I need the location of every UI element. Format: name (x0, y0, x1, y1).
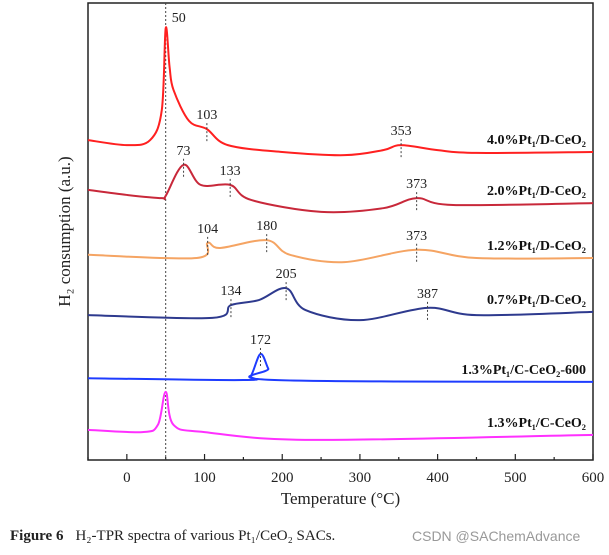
caption-text: H₂-TPR spectra of various Pt₁/CeO₂ SACs. (75, 528, 336, 544)
series-line-4 (87, 352, 594, 383)
x-tick-label: 300 (349, 470, 372, 486)
x-axis-label: Temperature (°C) (281, 489, 400, 508)
peak-label: 103 (196, 108, 217, 123)
x-tick-label: 100 (193, 470, 216, 486)
peak-label: 205 (276, 267, 297, 282)
series-label-3: 0.7%Pt₁/D-CeO₂ (487, 293, 586, 308)
peak-label: 50 (172, 11, 186, 26)
figure-caption: Figure 6 H₂-TPR spectra of various Pt₁/Ce… (10, 528, 335, 545)
series-label-2: 1.2%Pt₁/D-CeO₂ (487, 239, 586, 254)
series-line-0 (87, 26, 594, 157)
watermark: CSDN @SAChemAdvance (412, 528, 581, 544)
caption-label: Figure 6 (10, 528, 64, 544)
peak-label: 373 (406, 177, 427, 192)
peak-label: 133 (220, 164, 241, 179)
x-tick-label: 400 (426, 470, 449, 486)
series-label-4: 1.3%Pt₁/C-CeO₂-600 (461, 363, 586, 378)
peak-label: 172 (250, 333, 271, 348)
series-label-0: 4.0%Pt₁/D-CeO₂ (487, 133, 586, 148)
peak-label: 180 (256, 219, 277, 234)
series-label-1: 2.0%Pt₁/D-CeO₂ (487, 184, 586, 199)
peak-label: 387 (417, 287, 438, 302)
peak-label: 104 (197, 222, 218, 237)
peak-label: 134 (220, 284, 241, 299)
tpr-chart: 0 100 200 300 400 500 600 Temperature (°C) H₂ co… (55, 2, 605, 508)
x-tick-label: 600 (582, 470, 605, 486)
series-line-2 (87, 239, 594, 264)
peak-label: 373 (406, 229, 427, 244)
series-line-1 (87, 163, 594, 214)
series-label-5: 1.3%Pt₁/C-CeO₂ (487, 416, 586, 431)
y-axis-label: H₂ consumption (a.u.) (55, 156, 74, 306)
plot-frame (87, 2, 594, 461)
series-line-3 (87, 287, 594, 322)
x-tick-label: 0 (123, 470, 131, 486)
series-line-5 (87, 390, 594, 441)
peak-label: 73 (177, 144, 191, 159)
peak-label: 353 (391, 124, 412, 139)
x-tick-label: 200 (271, 470, 294, 486)
x-tick-label: 500 (504, 470, 527, 486)
